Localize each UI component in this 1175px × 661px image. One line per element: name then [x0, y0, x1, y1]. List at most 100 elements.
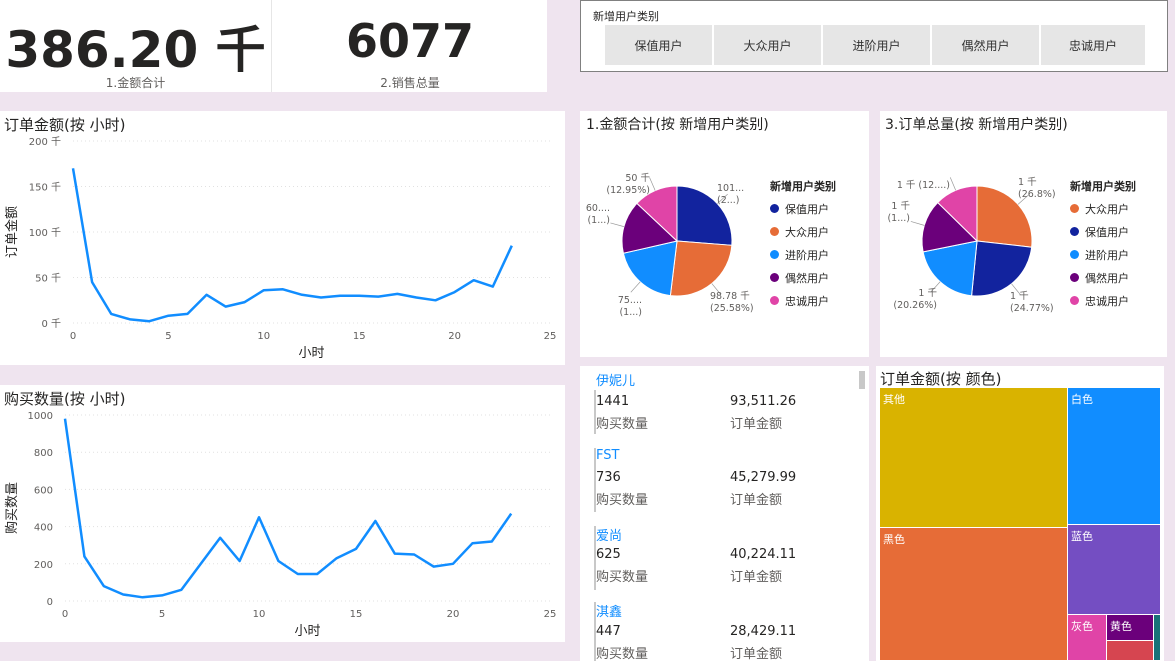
pie2-legend: 新增用户类别 大众用户 保值用户 进阶用户 偶然用户 忠诚用户: [1070, 178, 1136, 312]
card-row-name: 伊妮儿: [596, 374, 636, 389]
card-row-qty: 1441: [596, 394, 630, 409]
legend-label: 偶然用户: [1085, 271, 1129, 285]
card-row-accent: [594, 602, 596, 661]
legend-item[interactable]: 保值用户: [770, 197, 836, 220]
pie-leader-line: [910, 221, 925, 226]
legend-item[interactable]: 进阶用户: [770, 243, 836, 266]
treemap-label: 黑色: [883, 533, 905, 546]
kpi-card-quantity[interactable]: 6077 2.销售总量: [273, 0, 547, 92]
x-tick-label: 15: [350, 609, 363, 620]
y-tick-label: 400: [34, 523, 53, 534]
card-row-name: FST: [596, 448, 620, 463]
pie-data-label: 98.78 千: [710, 291, 750, 302]
legend-item[interactable]: 保值用户: [1070, 220, 1136, 243]
legend-item[interactable]: 大众用户: [1070, 197, 1136, 220]
amount-by-hour-chart[interactable]: 订单金额(按 小时) 0 千 50 千 100 千 150 千 200 千 0 5 10 15 2…: [0, 111, 565, 365]
orders-by-user-type-pie[interactable]: 3.订单总量(按 新增用户类别) 1 千 (26.8%) 1 千 (24.77%) 1 …: [880, 111, 1167, 357]
brand-multirow-card[interactable]: 伊妮儿 1441 93,511.26 购买数量 订单金额 FST 736 45,…: [580, 366, 869, 661]
card-row-accent: [594, 526, 596, 590]
x-tick-label: 0: [62, 609, 68, 620]
legend-item[interactable]: 大众用户: [770, 220, 836, 243]
slicer-option-baozhi[interactable]: 保值用户: [605, 25, 712, 65]
y-tick-label: 1000: [28, 411, 53, 422]
pie-data-label: 50 千: [625, 173, 650, 184]
legend-item[interactable]: 偶然用户: [770, 266, 836, 289]
x-tick-label: 25: [544, 331, 557, 342]
treemap-label: 蓝色: [1071, 530, 1093, 543]
pie-data-label: (2...): [717, 195, 740, 206]
pie-data-label: (25.58%): [710, 303, 754, 314]
legend-label: 忠诚用户: [785, 294, 829, 308]
treemap-cell-blue[interactable]: 蓝色: [1067, 524, 1161, 615]
pie-data-label: 1 千: [1018, 177, 1037, 188]
treemap-cell-black[interactable]: 黑色: [879, 527, 1068, 661]
treemap-cell-small[interactable]: [1106, 640, 1154, 661]
y-axis-label: 购买数量: [4, 482, 20, 534]
pie-data-label: 60....: [586, 203, 610, 214]
pie-slice: [676, 185, 733, 246]
legend-item[interactable]: 偶然用户: [1070, 266, 1136, 289]
y-tick-label: 150 千: [29, 182, 61, 194]
card-row-amount: 45,279.99: [730, 470, 797, 485]
x-axis-label: 小时: [294, 624, 320, 639]
kpi-amount-label: 1.金额合计: [105, 76, 166, 90]
quantity-by-hour-chart[interactable]: 购买数量(按 小时) 0 200 400 600 800 1000 0 5 10 15 20 25 小时…: [0, 385, 565, 642]
treemap-cell-white[interactable]: 白色: [1067, 387, 1161, 525]
legend-item[interactable]: 进阶用户: [1070, 243, 1136, 266]
x-tick-label: 10: [253, 609, 266, 620]
y-tick-label: 100 千: [29, 227, 61, 239]
legend-label: 忠诚用户: [1085, 294, 1129, 308]
legend-item[interactable]: 忠诚用户: [770, 289, 836, 312]
slicer-option-dazhong[interactable]: 大众用户: [714, 25, 821, 65]
legend-dot: [1070, 227, 1079, 236]
legend-label: 进阶用户: [1085, 248, 1129, 262]
slicer-title: 新增用户类别: [593, 10, 659, 23]
y-tick-label: 0 千: [41, 318, 61, 330]
card-scrollbar[interactable]: [859, 371, 865, 389]
treemap-cell-other[interactable]: 其他: [879, 387, 1068, 528]
pie-data-label: 1 千: [891, 201, 910, 212]
y-tick-label: 0: [47, 597, 53, 608]
card-row[interactable]: 伊妮儿 1441 93,511.26 购买数量 订单金额: [594, 368, 844, 438]
treemap-label: 白色: [1071, 393, 1093, 406]
pie-data-label: (24.77%): [1010, 303, 1054, 314]
legend-dot: [1070, 250, 1079, 259]
card-row-qty: 625: [596, 547, 621, 562]
legend-dot: [770, 296, 779, 305]
pie-slice: [621, 202, 679, 254]
pie-slice: [976, 185, 1033, 248]
card-row[interactable]: 爱尚 625 40,224.11 购买数量 订单金额: [594, 524, 844, 594]
pie-data-label: (20.26%): [893, 300, 937, 311]
card-row-amount: 40,224.11: [730, 547, 797, 562]
treemap-cell-gray[interactable]: 灰色: [1067, 614, 1107, 661]
card-row[interactable]: FST 736 45,279.99 购买数量 订单金额: [594, 446, 844, 516]
x-tick-label: 25: [544, 609, 557, 620]
card-row-qty: 736: [596, 470, 621, 485]
slicer-option-zhongcheng[interactable]: 忠诚用户: [1041, 25, 1145, 65]
amount-by-color-treemap[interactable]: 订单金额(按 颜色) 其他 白色 黑色 蓝色 灰色 黄色: [876, 366, 1164, 661]
card-row[interactable]: 淇鑫 447 28,429.11 购买数量 订单金额: [594, 600, 844, 661]
pie2-svg: 1 千(26.8%)1 千(24.77%)1 千(20.26%)1 千(1...…: [887, 177, 1056, 314]
legend-item[interactable]: 忠诚用户: [1070, 289, 1136, 312]
chart-title: 1.金额合计(按 新增用户类别): [586, 117, 769, 133]
pie-leader-line: [630, 281, 641, 293]
treemap-cell-yellow[interactable]: 黄色: [1106, 614, 1154, 641]
pie-slice: [636, 185, 678, 243]
slicer-option-ouran[interactable]: 偶然用户: [932, 25, 1039, 65]
pie-data-label: (26.8%): [1018, 189, 1056, 200]
pie-data-label: (1...): [887, 213, 910, 224]
pie-data-label: (1...): [587, 215, 610, 226]
pie-data-label: (12.95%): [606, 185, 650, 196]
x-tick-label: 20: [447, 609, 460, 620]
chart-title: 3.订单总量(按 新增用户类别): [885, 117, 1068, 133]
legend-dot: [770, 250, 779, 259]
slicer-option-jinjie[interactable]: 进阶用户: [823, 25, 930, 65]
card-row-accent: [594, 390, 596, 434]
treemap-cell-tiny[interactable]: [1153, 614, 1161, 661]
kpi-quantity-label: 2.销售总量: [380, 76, 440, 90]
amount-line-svg: 0 千 50 千 100 千 150 千 200 千 0 5 10 15 20 25 小时 订单金额: [4, 136, 557, 361]
amount-by-user-type-pie[interactable]: 1.金额合计(按 新增用户类别) 101... (2...) 98.78 千 (25.…: [580, 111, 869, 357]
treemap-label: 灰色: [1071, 620, 1093, 633]
kpi-card-amount[interactable]: 386.20 千 1.金额合计: [0, 0, 272, 92]
pie-data-label: 1 千: [918, 288, 937, 299]
